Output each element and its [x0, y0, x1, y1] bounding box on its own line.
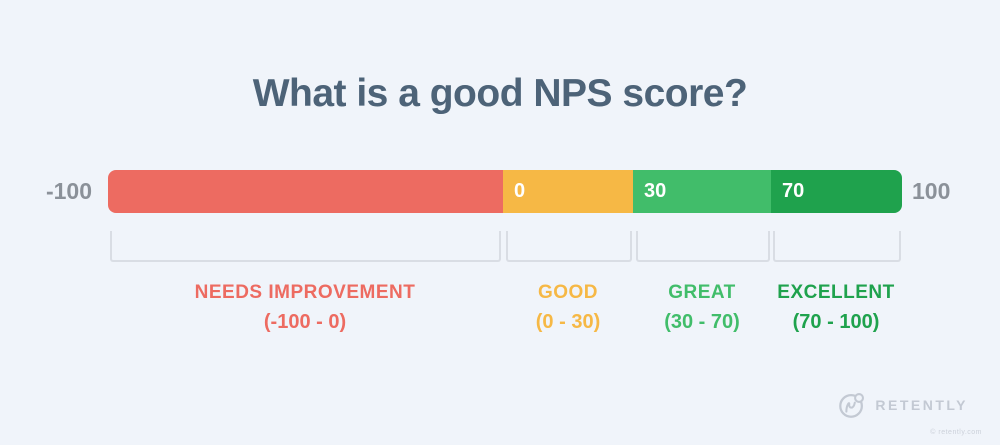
axis-min-label: -100 — [45, 178, 92, 204]
segment-value-label: 30 — [644, 180, 667, 202]
range-label-great: (30 - 70) — [664, 311, 740, 333]
retently-logo: RETENTLY — [837, 390, 968, 420]
retently-logo-icon — [837, 390, 867, 420]
watermark-text: © retently.com — [930, 429, 982, 436]
segment-value-label: 0 — [514, 180, 526, 202]
segment-value-label: 70 — [782, 180, 805, 202]
range-label-good: (0 - 30) — [535, 311, 601, 333]
category-label-great: GREAT — [668, 282, 736, 303]
axis-max-label: 100 — [912, 178, 951, 204]
retently-logo-text: RETENTLY — [875, 397, 968, 413]
segment-excellent: 70 — [771, 170, 902, 213]
segment-good: 0 — [503, 170, 633, 213]
category-label-needs-improvement: NEEDS IMPROVEMENT — [194, 282, 416, 303]
category-label-good: GOOD — [537, 282, 599, 303]
bracket-good — [506, 231, 632, 262]
segment-great: 30 — [633, 170, 771, 213]
bracket-great — [636, 231, 770, 262]
range-label-excellent: (70 - 100) — [792, 311, 880, 333]
category-label-excellent: EXCELLENT — [777, 282, 895, 303]
nps-score-bar: 0 30 70 — [108, 170, 902, 213]
bracket-needs-improvement — [110, 231, 501, 262]
bracket-excellent — [773, 231, 901, 262]
page-title: What is a good NPS score? — [252, 72, 748, 115]
range-label-needs-improvement: (-100 - 0) — [263, 311, 347, 333]
segment-needs-improvement — [108, 170, 503, 213]
